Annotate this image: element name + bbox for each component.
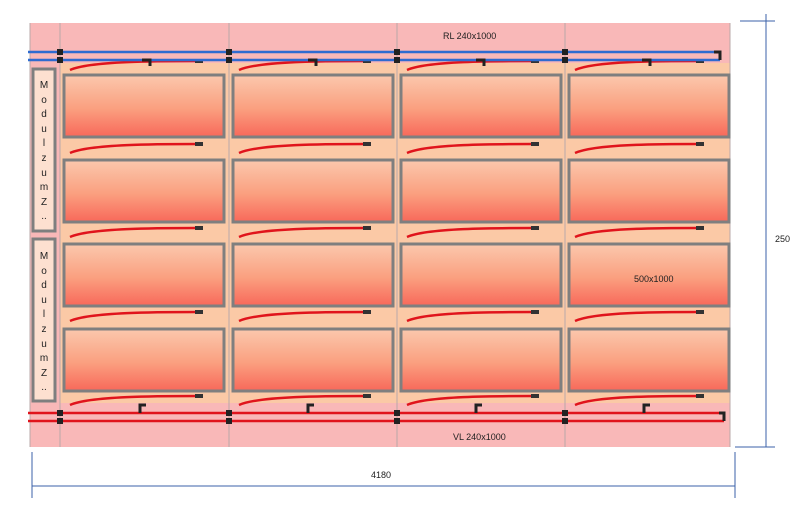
side-module-lower bbox=[31, 237, 57, 403]
heating-panel bbox=[231, 73, 395, 139]
supply-riser-1 bbox=[306, 403, 314, 413]
heating-panel bbox=[62, 158, 226, 224]
pipe-fitting bbox=[363, 394, 371, 398]
pipe-fitting bbox=[195, 226, 203, 230]
pipe-fitting bbox=[531, 310, 539, 314]
supply-line-label: VL 240x1000 bbox=[453, 432, 506, 442]
connection-pipe bbox=[406, 394, 536, 407]
pipe-fitting bbox=[696, 142, 704, 146]
return-joint bbox=[394, 57, 400, 63]
heating-panel bbox=[62, 73, 226, 139]
supply-joint bbox=[57, 410, 63, 416]
connection-pipe bbox=[69, 394, 200, 407]
heating-panel bbox=[567, 327, 731, 393]
pipe-fitting bbox=[363, 226, 371, 230]
supply-joint bbox=[226, 410, 232, 416]
connection-pipe bbox=[238, 394, 368, 407]
total-height-label: 250 bbox=[775, 234, 791, 244]
heating-panel bbox=[399, 327, 563, 393]
connection-pipe bbox=[406, 310, 536, 323]
supply-joint bbox=[562, 418, 568, 424]
supply-joint bbox=[226, 418, 232, 424]
pipe-fitting bbox=[531, 226, 539, 230]
pipe-fitting bbox=[531, 142, 539, 146]
return-joint bbox=[562, 57, 568, 63]
connection-pipe bbox=[574, 394, 701, 407]
panel-size-label: 500x1000 bbox=[634, 274, 674, 284]
pipe-fitting bbox=[195, 310, 203, 314]
return-joint bbox=[394, 49, 400, 55]
supply-end-cap bbox=[719, 411, 726, 421]
heating-panel bbox=[231, 242, 395, 308]
return-line-label: RL 240x1000 bbox=[443, 31, 497, 41]
connection-pipe bbox=[238, 226, 368, 239]
heating-panel bbox=[399, 73, 563, 139]
supply-joint bbox=[562, 410, 568, 416]
heating-panel bbox=[62, 327, 226, 393]
connection-pipe bbox=[574, 226, 701, 239]
pipe-fitting bbox=[363, 142, 371, 146]
heating-panel bbox=[62, 242, 226, 308]
pipe-fitting bbox=[696, 310, 704, 314]
connection-pipe bbox=[574, 310, 701, 323]
supply-riser-2 bbox=[474, 403, 482, 413]
supply-joint bbox=[394, 418, 400, 424]
side-module-upper bbox=[31, 67, 57, 233]
connection-pipe bbox=[69, 226, 200, 239]
supply-riser-3 bbox=[642, 403, 650, 413]
connection-pipe bbox=[574, 142, 701, 155]
return-joint bbox=[57, 49, 63, 55]
return-joint bbox=[562, 49, 568, 55]
total-width-label: 4180 bbox=[371, 470, 392, 480]
heating-panel bbox=[567, 242, 731, 308]
connection-pipe bbox=[69, 310, 200, 323]
return-drop bbox=[308, 58, 318, 66]
pipe-fitting bbox=[195, 142, 203, 146]
pipe-fitting bbox=[531, 394, 539, 398]
heating-panel bbox=[399, 158, 563, 224]
pipe-fitting bbox=[195, 394, 203, 398]
connection-pipe bbox=[238, 310, 368, 323]
return-joint bbox=[226, 49, 232, 55]
return-joint bbox=[57, 57, 63, 63]
pipe-fitting bbox=[363, 310, 371, 314]
heating-panel bbox=[231, 158, 395, 224]
return-drop bbox=[476, 58, 486, 66]
connection-pipe bbox=[406, 142, 536, 155]
supply-joint bbox=[57, 418, 63, 424]
return-drop bbox=[142, 58, 152, 66]
supply-riser-0 bbox=[138, 403, 146, 413]
pipe-fitting bbox=[696, 394, 704, 398]
heating-panel bbox=[567, 158, 731, 224]
pipe-fitting bbox=[696, 226, 704, 230]
connection-pipe bbox=[238, 142, 368, 155]
connection-pipe bbox=[69, 142, 200, 155]
heating-panel bbox=[399, 242, 563, 308]
connection-pipe bbox=[406, 226, 536, 239]
return-joint bbox=[226, 57, 232, 63]
supply-joint bbox=[394, 410, 400, 416]
return-drop bbox=[642, 58, 652, 66]
return-end-cap bbox=[714, 50, 722, 60]
heating-panel bbox=[231, 327, 395, 393]
heating-panel bbox=[567, 73, 731, 139]
